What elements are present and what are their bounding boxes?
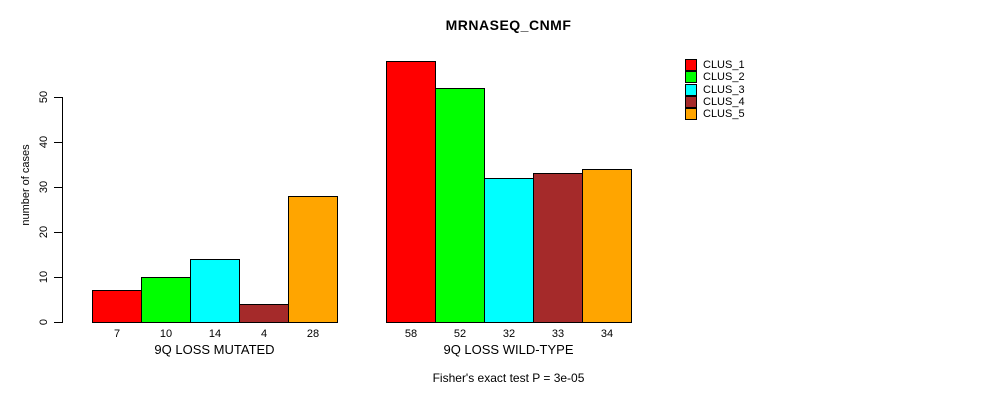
bar-clus_1 (386, 61, 436, 323)
legend-label: CLUS_1 (703, 59, 745, 71)
legend-swatch-clus_1 (685, 59, 697, 71)
legend-label: CLUS_3 (703, 83, 745, 96)
legend-item: CLUS_2 (685, 71, 745, 84)
bar-value-label: 7 (113, 328, 121, 340)
bar-clus_4 (533, 173, 583, 323)
chart-title: MRNASEQ_CNMF (445, 17, 572, 33)
legend-label: CLUS_2 (703, 71, 745, 84)
bar-value-label: 4 (260, 328, 268, 340)
y-axis-line (62, 97, 63, 323)
legend-swatch-clus_2 (685, 71, 697, 84)
legend-item: CLUS_5 (685, 108, 745, 121)
y-tick-label: 0 (38, 318, 50, 326)
legend-item: CLUS_3 (685, 83, 745, 96)
y-tick-label: 50 (38, 90, 50, 104)
group-axis-label: 9Q LOSS WILD-TYPE (443, 342, 574, 357)
stat-caption: Fisher's exact test P = 3e-05 (432, 371, 585, 385)
y-tick-mark (54, 97, 62, 98)
bar-value-label: 34 (600, 328, 614, 340)
legend-label: CLUS_5 (703, 108, 745, 121)
bar-value-label: 58 (404, 328, 418, 340)
bar-value-label: 32 (502, 328, 516, 340)
bar-clus_5 (288, 196, 338, 323)
legend-item: CLUS_1 (685, 59, 745, 71)
bar-clus_2 (435, 88, 485, 323)
legend-label: CLUS_4 (703, 95, 745, 108)
legend-swatch-clus_4 (685, 95, 697, 108)
bar-clus_4 (239, 304, 289, 323)
y-tick-label: 40 (38, 135, 50, 149)
bar-value-label: 52 (453, 328, 467, 340)
y-tick-mark (54, 277, 62, 278)
y-tick-label: 10 (38, 270, 50, 284)
y-tick-mark (54, 142, 62, 143)
bar-value-label: 10 (159, 328, 173, 340)
legend-item: CLUS_4 (685, 95, 745, 108)
bar-clus_1 (92, 290, 142, 323)
bar-value-label: 28 (306, 328, 320, 340)
y-tick-mark (54, 187, 62, 188)
bar-clus_3 (190, 259, 240, 323)
legend: CLUS_1 CLUS_2 CLUS_3 CLUS_4 CLUS_5 (685, 59, 745, 121)
y-axis-title: number of cases (20, 144, 32, 226)
legend-swatch-clus_5 (685, 108, 697, 121)
y-tick-label: 20 (38, 225, 50, 239)
y-tick-mark (54, 322, 62, 323)
bar-clus_5 (582, 169, 632, 323)
bar-clus_2 (141, 277, 191, 323)
bar-value-label: 14 (208, 328, 222, 340)
group-axis-label: 9Q LOSS MUTATED (154, 342, 275, 357)
bar-clus_3 (484, 178, 534, 323)
legend-swatch-clus_3 (685, 83, 697, 96)
y-tick-label: 30 (38, 180, 50, 194)
bar-value-label: 33 (551, 328, 565, 340)
y-tick-mark (54, 232, 62, 233)
